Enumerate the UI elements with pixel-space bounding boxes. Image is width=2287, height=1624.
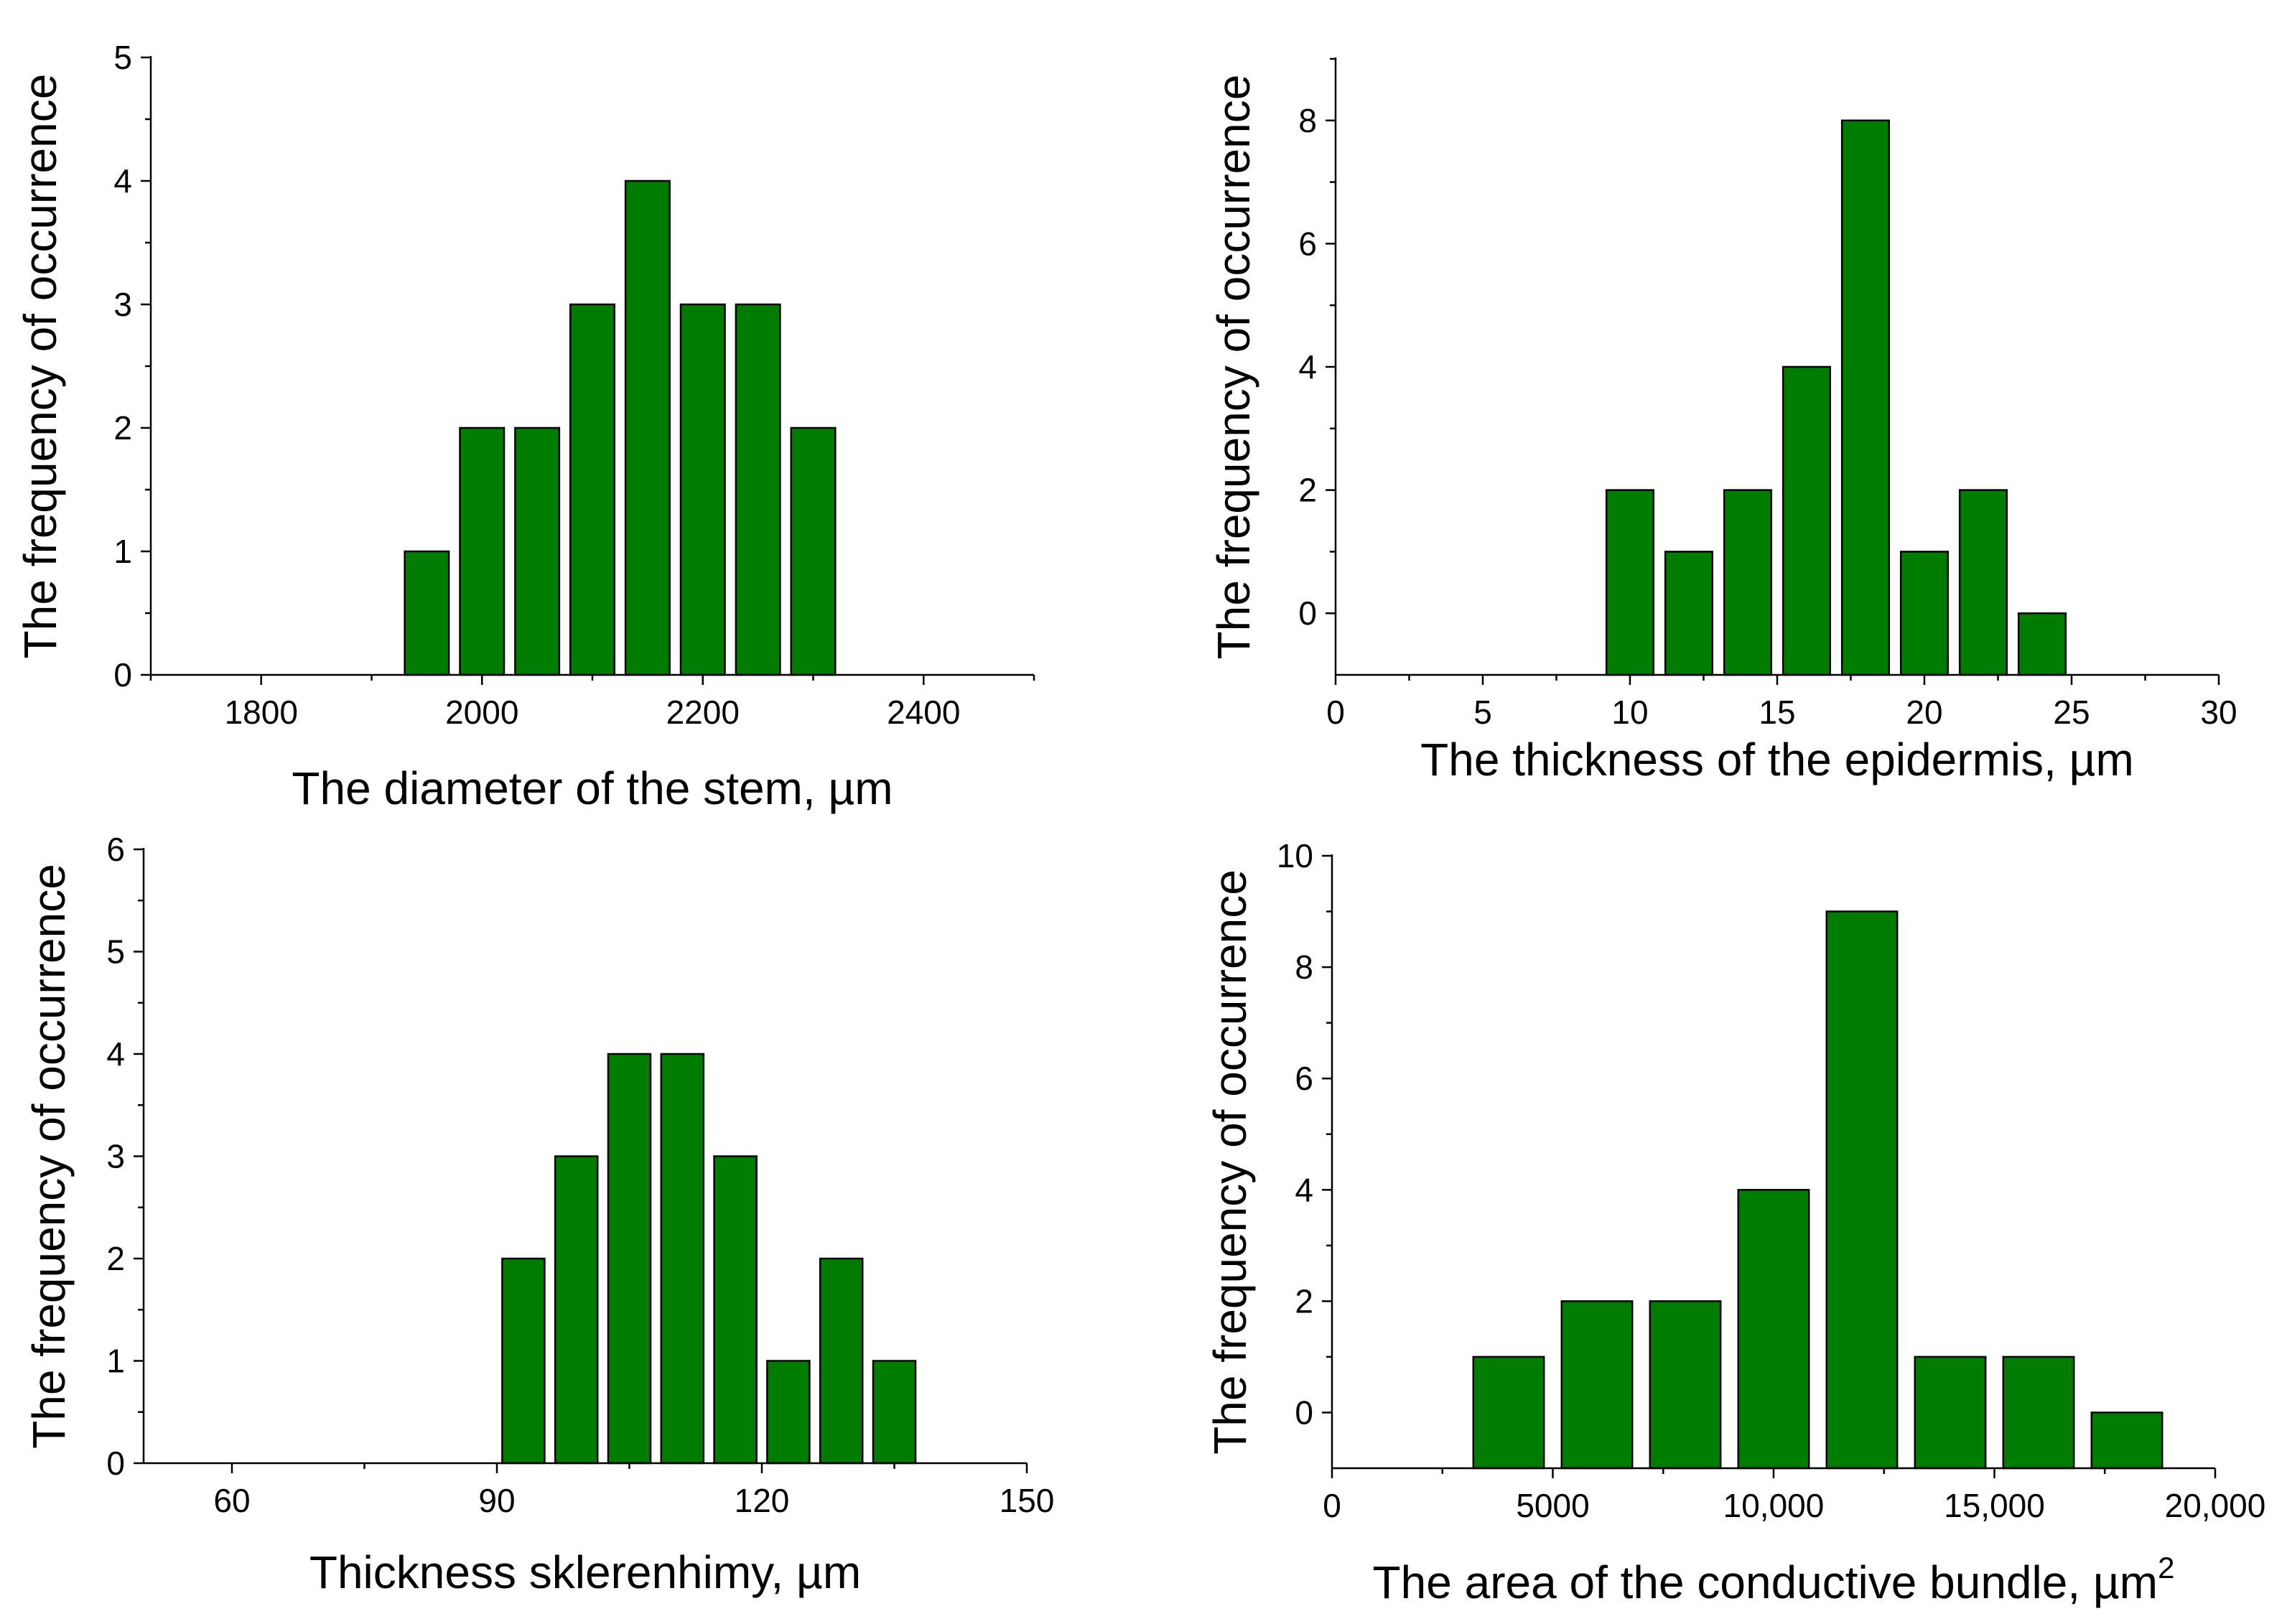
bar (1840, 119, 1891, 676)
x-tick-label: 10 (1611, 694, 1648, 731)
x-tick-label: 10,000 (1723, 1487, 1825, 1524)
x-tick-label: 5 (1473, 694, 1492, 731)
chart-2: 0 5 10 15 20 25 30 0 2 4 6 8 The thickness of the ep… (1208, 57, 2237, 785)
x-tick-label: 2000 (445, 694, 518, 731)
y-tick-label: 1 (106, 1343, 125, 1380)
x-tick-label: 20 (1906, 694, 1942, 731)
bar (1723, 489, 1773, 676)
y-axis-label: The frequency of occurrence (1204, 869, 1256, 1455)
bar (459, 426, 506, 676)
y-tick-label: 2 (106, 1240, 125, 1277)
bar (2017, 612, 2067, 676)
y-tick-label: 3 (106, 1138, 125, 1175)
bar (872, 1360, 917, 1465)
y-tick-label: 2 (113, 409, 132, 447)
y-axis-label: The frequency of occurrence (14, 74, 66, 659)
bar (1664, 551, 1714, 676)
chart-1: 1800 2000 2200 2400 0 1 2 3 4 5 The diameter of th… (14, 39, 1035, 814)
bar (1899, 551, 1950, 676)
x-tick-label: 0 (1323, 1487, 1341, 1524)
y-tick-label: 0 (106, 1445, 125, 1482)
y-tick-label: 5 (106, 933, 125, 971)
bar (554, 1155, 599, 1465)
x-tick-label: 15,000 (1944, 1487, 2045, 1524)
y-tick-label: 4 (1298, 348, 1317, 386)
bar (1825, 910, 1899, 1470)
x-tick-label: 60 (213, 1482, 250, 1519)
bar (1649, 1300, 1722, 1470)
x-tick-label: 15 (1759, 694, 1795, 731)
y-tick-label: 0 (1298, 594, 1317, 632)
bar (1472, 1355, 1545, 1470)
bar (624, 179, 671, 676)
bar (819, 1257, 864, 1465)
y-tick-label: 1 (113, 533, 132, 570)
bar (790, 426, 837, 676)
bar (679, 303, 726, 676)
y-tick-label: 2 (1298, 472, 1317, 509)
y-tick-label: 4 (106, 1035, 125, 1073)
bar (514, 426, 561, 676)
bar (1560, 1300, 1634, 1470)
y-tick-label: 3 (113, 286, 132, 323)
bar (735, 303, 781, 676)
y-tick-label: 0 (113, 656, 132, 694)
y-tick-label: 2 (1295, 1282, 1313, 1320)
y-tick-label: 6 (1295, 1060, 1313, 1097)
x-tick-label: 90 (478, 1482, 515, 1519)
bar (2090, 1411, 2163, 1470)
x-tick-label: 5000 (1516, 1487, 1589, 1524)
x-tick-label: 1800 (225, 694, 298, 731)
x-tick-label: 120 (735, 1482, 790, 1519)
x-axis-label: The thickness of the epidermis, µm (1420, 734, 2134, 785)
bar (607, 1053, 652, 1465)
y-tick-label: 6 (1298, 225, 1317, 262)
y-tick-label: 6 (106, 831, 125, 868)
x-tick-label: 0 (1326, 694, 1345, 731)
x-tick-label: 2200 (666, 694, 740, 731)
y-axis-label: The frequency of occurrence (23, 864, 75, 1449)
x-tick-label: 150 (1000, 1482, 1055, 1519)
chart-4: 0 5000 10,000 15,000 20,000 0 2 4 6 8 10 The area o… (1204, 837, 2265, 1608)
y-tick-label: 4 (113, 162, 132, 200)
bar (1781, 365, 1832, 676)
x-tick-label: 30 (2200, 694, 2237, 731)
y-tick-label: 8 (1298, 102, 1317, 139)
bar (660, 1053, 705, 1465)
bar (1737, 1189, 1810, 1470)
y-tick-label: 8 (1295, 948, 1313, 986)
bar (404, 550, 450, 676)
chart-3: 60 90 120 150 0 1 2 3 4 5 6 Thickness sklerenhimy, … (23, 831, 1054, 1598)
y-tick-label: 0 (1295, 1394, 1313, 1431)
x-tick-label: 20,000 (2165, 1487, 2266, 1524)
x-tick-label: 25 (2053, 694, 2090, 731)
y-tick-label: 5 (113, 39, 132, 76)
y-tick-label: 10 (1277, 837, 1313, 874)
x-axis-label: The diameter of the stem, µm (292, 762, 893, 814)
x-axis-label: The area of the conductive bundle, µm2 (1373, 1551, 2175, 1608)
bar (501, 1257, 546, 1465)
bar (1958, 489, 2008, 676)
x-tick-label: 2400 (887, 694, 960, 731)
bar (766, 1360, 811, 1465)
bar (1605, 489, 1655, 676)
bar (2002, 1355, 2075, 1470)
x-axis-label-superscript: 2 (2158, 1551, 2174, 1585)
bar (1914, 1355, 1987, 1470)
bar (713, 1155, 758, 1465)
bar (569, 303, 615, 676)
y-tick-label: 4 (1295, 1171, 1313, 1208)
y-axis-label: The frequency of occurrence (1208, 75, 1259, 660)
x-axis-label: Thickness sklerenhimy, µm (309, 1546, 861, 1598)
